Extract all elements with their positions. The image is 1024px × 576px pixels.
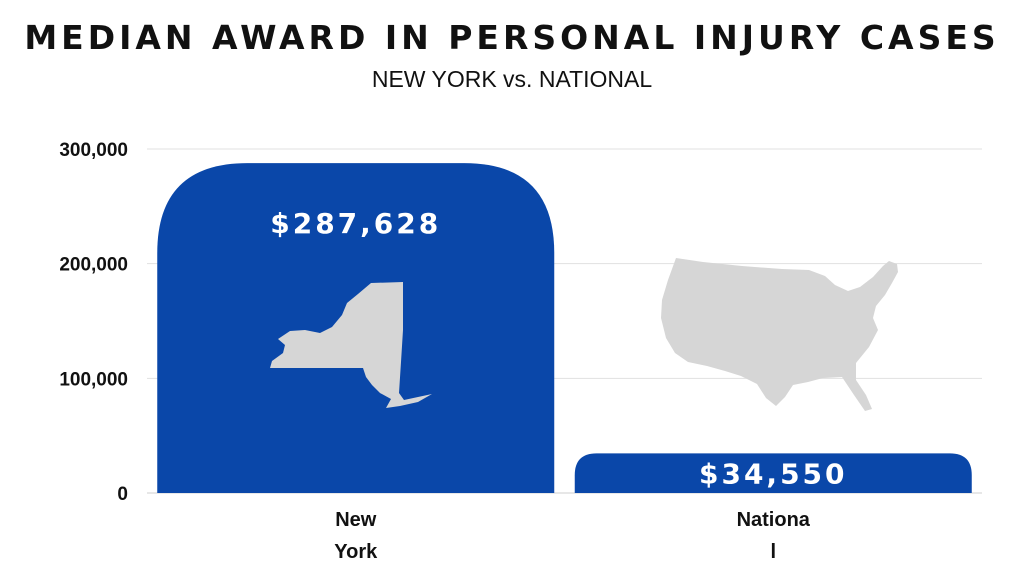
chart-subtitle: NEW YORK vs. NATIONAL (371, 66, 653, 92)
us-map-icon (661, 258, 898, 411)
x-tick-label: Nationa (737, 509, 811, 531)
x-tick-label: New (335, 509, 377, 531)
data-label: $287,628 (270, 207, 441, 240)
data-label: $34,550 (699, 457, 848, 490)
y-tick-label: 200,000 (59, 255, 128, 276)
y-tick-label: 300,000 (59, 140, 128, 161)
x-tick-label: York (334, 541, 378, 563)
x-tick-label: l (770, 541, 776, 563)
chart-title: MEDIAN AWARD IN PERSONAL INJURY CASES (24, 18, 1000, 57)
new-york-map-icon (270, 282, 432, 408)
bar-national (574, 453, 972, 493)
y-tick-label: 100,000 (59, 369, 128, 390)
y-tick-label: 0 (117, 484, 128, 505)
